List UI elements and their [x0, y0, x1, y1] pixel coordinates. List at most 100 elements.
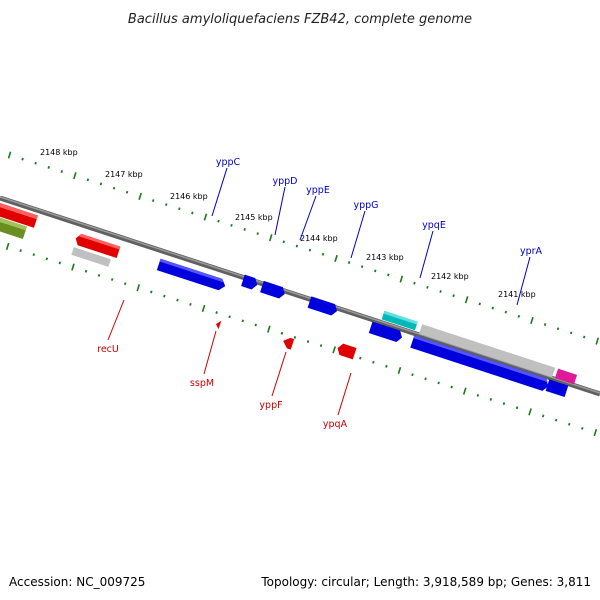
accession-text: Accession: NC_009725 [9, 575, 145, 589]
genome-title: Bacillus amyloliquefaciens FZB42, comple… [128, 12, 472, 27]
major-tick [268, 234, 273, 242]
minor-tick [280, 331, 284, 335]
minor-tick [581, 426, 584, 430]
minor-tick [151, 199, 155, 202]
minor-tick [295, 244, 299, 248]
tick-label-2141: 2141 kbp [498, 290, 536, 299]
gene-feature [383, 310, 418, 325]
major-tick [332, 346, 336, 354]
minor-tick [84, 269, 88, 273]
major-tick [71, 263, 75, 271]
minor-tick [437, 381, 440, 385]
gene-label-yprA[interactable]: yprA [520, 246, 543, 257]
minor-tick [176, 298, 179, 302]
tick-rail-upper [7, 151, 600, 345]
gene-feature [215, 320, 222, 330]
tick-label-2144: 2144 kbp [300, 234, 338, 243]
minor-tick [163, 294, 166, 298]
minor-tick [191, 211, 194, 215]
minor-tick [504, 310, 508, 314]
minor-tick [385, 364, 388, 368]
genome-summary-text: Topology: circular; Length: 3,918,589 bp… [260, 575, 591, 589]
minor-tick [543, 323, 547, 326]
minor-tick [125, 190, 129, 194]
gene-feature [0, 180, 38, 220]
minor-tick [426, 285, 429, 289]
minor-tick [150, 290, 153, 294]
tick-label-2145: 2145 kbp [235, 213, 273, 222]
gene-feature [419, 324, 556, 378]
minor-tick [58, 261, 62, 265]
gene-label-recU[interactable]: recU [97, 344, 119, 355]
minor-tick [308, 248, 312, 252]
gene-label-yppF[interactable]: yppF [259, 400, 282, 411]
major-tick [399, 275, 404, 283]
gene-feature [75, 233, 121, 258]
major-tick [462, 387, 467, 395]
minor-tick [45, 257, 49, 261]
major-tick [593, 428, 598, 437]
gene-label-yppE[interactable]: yppE [306, 185, 330, 196]
gene-label-yppC[interactable]: yppC [216, 157, 241, 168]
gene-feature [554, 368, 578, 385]
minor-tick [387, 273, 390, 277]
major-tick [201, 304, 206, 313]
minor-tick [476, 393, 480, 397]
minor-tick [21, 157, 24, 161]
gene-label-sspM[interactable]: sspM [190, 378, 214, 389]
major-tick [203, 213, 208, 221]
minor-tick [374, 269, 377, 273]
tick-label-2148: 2148 kbp [40, 148, 78, 157]
minor-tick [230, 223, 233, 227]
minor-tick [165, 203, 168, 207]
gene-label-ypqE[interactable]: ypqE [422, 220, 446, 231]
minor-tick [32, 253, 35, 257]
major-tick [136, 284, 141, 292]
gene-feature [410, 335, 549, 391]
gene-feature [413, 335, 548, 382]
gene-feature [337, 343, 357, 360]
minor-tick [60, 170, 63, 173]
major-tick [73, 172, 77, 180]
tick-label-2146: 2146 kbp [170, 192, 208, 201]
minor-tick [178, 207, 181, 211]
minor-tick [541, 414, 545, 418]
minor-tick [110, 278, 114, 281]
major-tick [397, 366, 402, 375]
minor-tick [243, 228, 246, 231]
minor-tick [306, 340, 310, 343]
minor-tick [97, 273, 101, 277]
major-tick [530, 316, 534, 325]
minor-tick [217, 219, 220, 223]
major-tick [334, 254, 338, 263]
minor-tick [321, 252, 325, 256]
label-leaders [107, 167, 531, 416]
minor-tick [215, 311, 218, 314]
minor-tick [47, 166, 50, 169]
gene-feature [368, 321, 403, 343]
minor-tick [569, 331, 573, 335]
minor-tick [112, 186, 116, 190]
minor-tick [99, 182, 103, 186]
gene-label-yppD[interactable]: yppD [273, 176, 298, 187]
major-tick [528, 408, 532, 416]
minor-tick [293, 336, 297, 339]
gene-label-ypqA[interactable]: ypqA [323, 419, 348, 430]
minor-tick [347, 261, 351, 264]
minor-tick [123, 282, 127, 286]
minor-tick [372, 360, 375, 364]
minor-tick [86, 178, 90, 182]
major-tick [7, 151, 12, 159]
gene-feature [260, 280, 285, 299]
minor-tick [19, 249, 22, 252]
gene-feature [283, 337, 295, 350]
gene-label-yppG[interactable]: yppG [353, 200, 378, 211]
gene-features [0, 180, 578, 398]
minor-tick [359, 356, 362, 360]
minor-tick [478, 302, 481, 306]
minor-tick [34, 161, 37, 165]
minor-tick [568, 422, 571, 426]
gene-feature [71, 247, 111, 267]
gene-feature [545, 379, 569, 398]
